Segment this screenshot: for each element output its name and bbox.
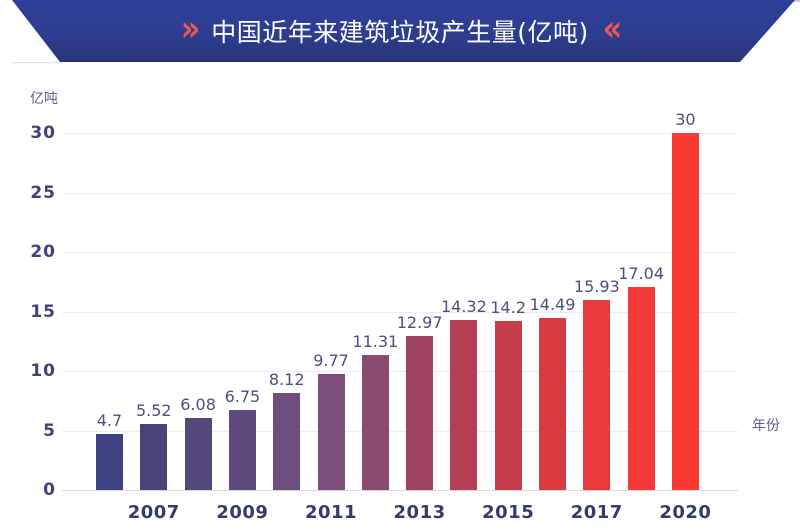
gridline (62, 192, 738, 194)
y-axis-tick-label: 20 (30, 242, 56, 262)
bar-value-label: 4.7 (96, 411, 123, 431)
bar[interactable] (450, 319, 478, 490)
x-axis-tick-label: 2007 (127, 502, 180, 523)
bar-value-label: 9.77 (313, 350, 349, 370)
bar[interactable] (494, 321, 522, 490)
y-axis-tick-label: 5 (43, 420, 56, 441)
x-axis-tick-label: 2020 (659, 502, 712, 523)
bar[interactable] (184, 417, 212, 490)
y-axis-tick-label: 25 (30, 182, 56, 203)
x-axis-name-label: 年份 (752, 418, 780, 434)
bar-chart: 亿吨 0 5 10 15 20 25 30 4.7 5.52 6.08 6.75 8.12 9.77 1… (0, 64, 800, 530)
gridline (62, 430, 738, 432)
bar-value-label: 14.32 (440, 296, 487, 316)
y-axis-tick-label: 15 (30, 301, 56, 322)
gridline (62, 311, 738, 313)
bar-value-label: 14.49 (529, 294, 576, 314)
bar-value-label: 5.52 (135, 401, 172, 421)
bar[interactable] (140, 424, 168, 490)
bar[interactable] (583, 300, 611, 490)
y-axis-ticks: 0 5 10 15 20 25 30 (0, 64, 56, 530)
bar-value-label: 6.08 (180, 394, 216, 414)
bar[interactable] (406, 335, 434, 490)
axis-baseline (62, 490, 738, 491)
x-axis-tick-label: 2015 (482, 502, 535, 523)
bar-value-label: 15.93 (573, 277, 620, 297)
bar-value-label: 12.97 (396, 312, 443, 332)
bar[interactable] (228, 409, 256, 490)
bar[interactable] (627, 287, 655, 490)
bar[interactable] (96, 434, 123, 490)
gridline (62, 133, 738, 134)
y-axis-tick-label: 30 (30, 123, 56, 143)
bar[interactable] (539, 317, 566, 490)
x-axis-tick-label: 2013 (393, 502, 446, 523)
gridline (62, 252, 738, 253)
bar[interactable] (671, 133, 699, 490)
x-axis-tick-label: 2017 (570, 502, 623, 523)
bar[interactable] (361, 355, 389, 490)
bar[interactable] (317, 373, 345, 490)
bar-value-label: 14.2 (490, 298, 526, 318)
header-banner: » 中国近年来建筑垃圾产生量(亿吨) « (0, 0, 800, 64)
bar[interactable] (273, 393, 301, 490)
x-axis-tick-label: 2009 (216, 502, 269, 523)
y-axis-tick-label: 10 (30, 361, 56, 381)
x-axis-tick-label: 2011 (304, 502, 358, 523)
bars-layer: 4.7 5.52 6.08 6.75 8.12 9.77 11.31 12.97 14.32 14… (0, 64, 800, 490)
bar-value-label: 8.12 (268, 370, 305, 390)
y-axis-tick-label: 0 (43, 480, 56, 500)
bar-value-label: 11.31 (352, 332, 399, 352)
bar-value-label: 17.04 (618, 264, 664, 284)
y-axis-unit-label: 亿吨 (30, 91, 58, 107)
bar-value-label: 6.75 (224, 386, 261, 406)
header-banner-shape (12, 0, 800, 64)
bar-value-label: 30 (675, 110, 696, 129)
gridline (62, 371, 738, 372)
